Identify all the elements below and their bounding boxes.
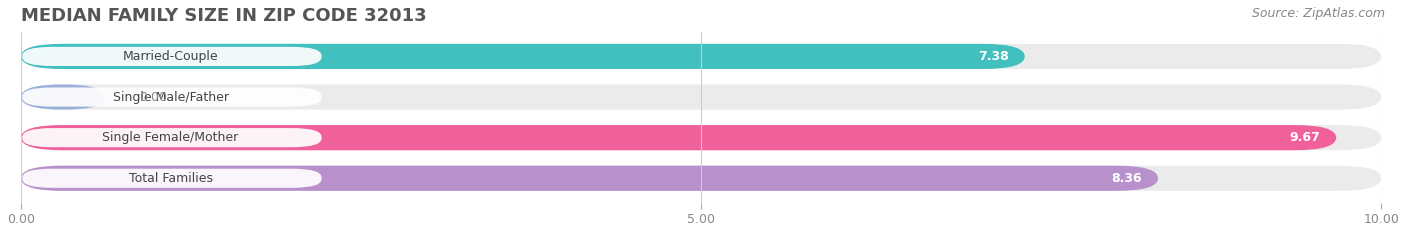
FancyBboxPatch shape	[22, 128, 322, 147]
FancyBboxPatch shape	[21, 125, 1336, 150]
FancyBboxPatch shape	[21, 166, 1381, 191]
Text: 9.67: 9.67	[1289, 131, 1320, 144]
Text: Single Female/Mother: Single Female/Mother	[103, 131, 239, 144]
FancyBboxPatch shape	[22, 169, 322, 188]
Text: Married-Couple: Married-Couple	[122, 50, 218, 63]
Text: Source: ZipAtlas.com: Source: ZipAtlas.com	[1251, 7, 1385, 20]
FancyBboxPatch shape	[22, 87, 322, 107]
FancyBboxPatch shape	[22, 47, 322, 66]
FancyBboxPatch shape	[21, 44, 1381, 69]
FancyBboxPatch shape	[21, 44, 1025, 69]
Text: Single Male/Father: Single Male/Father	[112, 91, 229, 103]
FancyBboxPatch shape	[21, 84, 1381, 110]
Text: 7.38: 7.38	[977, 50, 1008, 63]
FancyBboxPatch shape	[21, 166, 1159, 191]
Text: 0.00: 0.00	[139, 91, 167, 103]
FancyBboxPatch shape	[21, 125, 1381, 150]
Text: Total Families: Total Families	[128, 172, 212, 185]
Text: MEDIAN FAMILY SIZE IN ZIP CODE 32013: MEDIAN FAMILY SIZE IN ZIP CODE 32013	[21, 7, 426, 25]
FancyBboxPatch shape	[21, 84, 105, 110]
Text: 8.36: 8.36	[1111, 172, 1142, 185]
